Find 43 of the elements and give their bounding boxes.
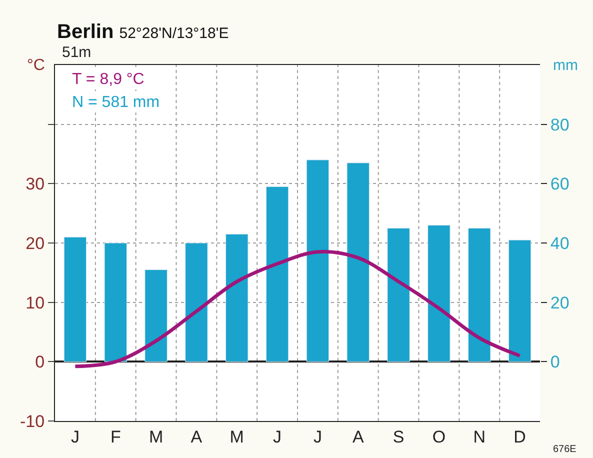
bar [387, 228, 410, 362]
annotation: T = 8,9 °C [72, 71, 144, 88]
x-tick-label: N [473, 427, 486, 446]
y-tick-label: 10 [26, 293, 45, 312]
y2-tick-label: 20 [550, 293, 570, 312]
x-tick-label: A [190, 427, 203, 446]
bar [508, 240, 532, 362]
y-tick-label: 20 [26, 234, 45, 253]
x-tick-label: A [352, 427, 364, 446]
line-series [73, 250, 522, 368]
bar [226, 234, 248, 362]
x-tick-label: J [273, 427, 282, 446]
bar [185, 242, 208, 362]
y2-tick-label: 60 [550, 174, 570, 194]
y2-tick-label: 0 [550, 352, 560, 372]
x-tick-label: M [230, 427, 244, 446]
y-tick-label: 30 [26, 174, 45, 194]
y2-axis-title: mm [553, 57, 578, 74]
bar [346, 162, 370, 362]
chart-subtitle: 52°28'N/13°18'E [119, 25, 229, 42]
bar [64, 236, 87, 362]
x-tick-label: M [148, 427, 164, 446]
y-axis-title: °C [27, 57, 45, 74]
bar [468, 228, 491, 362]
text: 51m [62, 44, 92, 61]
x-tick-label: J [313, 427, 322, 446]
annotation: N = 581 mm [72, 94, 160, 111]
x-tick-label: D [514, 427, 526, 446]
bar [306, 160, 330, 362]
x-tick-label: F [110, 427, 121, 446]
bar [428, 224, 450, 362]
y-tick-label: -10 [20, 412, 45, 431]
y2-tick-label: 40 [550, 234, 570, 253]
text: 676E [553, 444, 577, 455]
y-tick-label: 0 [35, 352, 45, 372]
x-tick-label: J [70, 427, 80, 446]
chart-title: Berlin [57, 21, 114, 43]
x-tick-label: O [432, 427, 446, 446]
bar [144, 269, 168, 362]
bar [104, 242, 127, 362]
x-tick-label: S [392, 427, 404, 446]
bar [266, 186, 289, 362]
y2-tick-label: 80 [550, 115, 570, 134]
